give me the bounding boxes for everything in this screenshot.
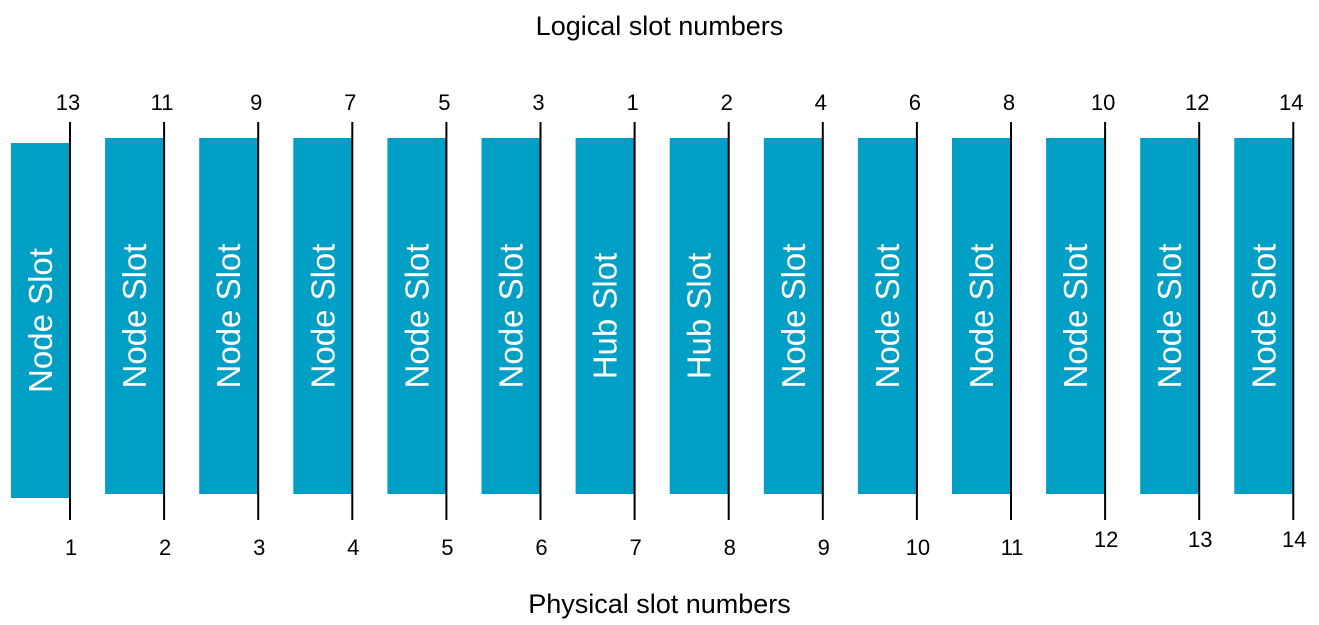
- physical-slot-number: 2: [159, 535, 171, 560]
- physical-slot-number: 14: [1282, 527, 1306, 552]
- physical-slot-number: 10: [906, 535, 930, 560]
- slot-14: Node Slot 14 14: [1234, 90, 1307, 552]
- slot-label: Hub Slot: [587, 253, 624, 380]
- logical-slot-number: 7: [344, 90, 356, 115]
- slot-rect: [1234, 138, 1294, 494]
- logical-slot-numbers-heading: Logical slot numbers: [535, 11, 784, 41]
- logical-slot-number: 9: [250, 90, 262, 115]
- slot-rect: [387, 138, 447, 494]
- slot-label: Node Slot: [210, 244, 247, 389]
- slot-9: Node Slot 4 9: [763, 90, 830, 560]
- logical-slot-number: 14: [1279, 90, 1303, 115]
- slot-rect: [1140, 138, 1200, 494]
- slot-rect: [763, 138, 823, 494]
- physical-slot-number: 8: [724, 535, 736, 560]
- slot-label: Node Slot: [304, 244, 341, 389]
- physical-slot-number: 11: [1001, 535, 1024, 560]
- physical-slot-numbers-heading: Physical slot numbers: [528, 589, 791, 619]
- slot-rect: [575, 138, 635, 494]
- slot-rect: [105, 138, 165, 494]
- slot-11: Node Slot 8 11: [952, 90, 1023, 560]
- slot-rect: [481, 138, 541, 494]
- physical-slot-number: 1: [65, 535, 77, 560]
- logical-slot-number: 1: [626, 90, 638, 115]
- slot-label: Node Slot: [22, 248, 59, 393]
- slot-12: Node Slot 10 12: [1046, 90, 1118, 552]
- logical-slot-number: 8: [1003, 90, 1015, 115]
- logical-slot-number: 3: [532, 90, 544, 115]
- slot-rect: [669, 138, 729, 494]
- physical-slot-number: 13: [1188, 527, 1212, 552]
- slot-label: Hub Slot: [681, 253, 718, 380]
- logical-slot-number: 11: [151, 90, 174, 115]
- logical-slot-number: 5: [438, 90, 450, 115]
- slot-rect: [857, 138, 917, 494]
- slot-label: Node Slot: [116, 244, 153, 389]
- slot-label: Node Slot: [1151, 244, 1188, 389]
- physical-slot-number: 4: [347, 535, 359, 560]
- physical-slot-number: 5: [441, 535, 453, 560]
- slot-10: Node Slot 6 10: [857, 90, 930, 560]
- slot-label: Node Slot: [963, 244, 1000, 389]
- slot-rect: [11, 143, 70, 498]
- slot-6: Node Slot 3 6: [481, 90, 548, 560]
- logical-slot-number: 6: [909, 90, 921, 115]
- slot-3: Node Slot 9 3: [199, 90, 265, 560]
- logical-slot-number: 12: [1185, 90, 1209, 115]
- slot-rect: [199, 138, 259, 494]
- physical-slot-number: 7: [629, 535, 641, 560]
- slot-label: Node Slot: [398, 244, 435, 389]
- logical-slot-number: 4: [815, 90, 827, 115]
- logical-slot-number: 10: [1091, 90, 1115, 115]
- slot-13: Node Slot 12 13: [1140, 90, 1212, 552]
- slot-label: Node Slot: [493, 244, 530, 389]
- logical-slot-number: 13: [56, 90, 80, 115]
- logical-slot-number: 2: [721, 90, 733, 115]
- physical-slot-number: 6: [535, 535, 547, 560]
- physical-slot-number: 3: [253, 535, 265, 560]
- slot-rect: [293, 138, 353, 494]
- slot-8: Hub Slot 2 8: [669, 90, 736, 560]
- slot-1: Node Slot 13 1: [11, 90, 80, 560]
- slot-label: Node Slot: [775, 244, 812, 389]
- physical-slot-number: 12: [1094, 527, 1118, 552]
- slot-label: Node Slot: [1057, 244, 1094, 389]
- slot-2: Node Slot 11 2: [105, 90, 174, 560]
- physical-slot-number: 9: [818, 535, 830, 560]
- slot-rect: [952, 138, 1011, 494]
- slot-label: Node Slot: [1245, 244, 1282, 389]
- slot-5: Node Slot 5 5: [387, 90, 454, 560]
- slot-7: Hub Slot 1 7: [575, 90, 642, 560]
- slot-4: Node Slot 7 4: [293, 90, 359, 560]
- slot-rect: [1046, 138, 1106, 494]
- slot-label: Node Slot: [869, 244, 906, 389]
